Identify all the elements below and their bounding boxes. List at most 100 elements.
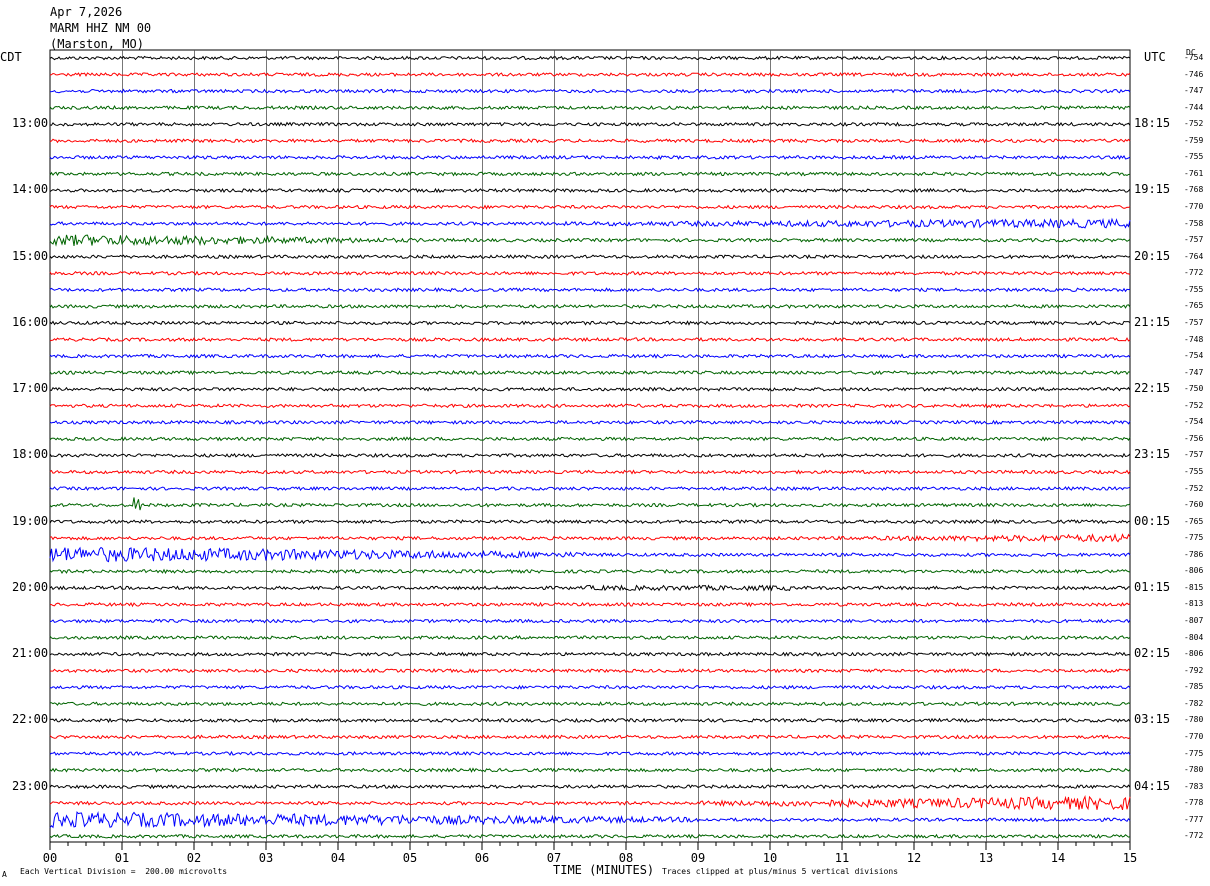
date-label: Apr 7,2026 <box>50 5 123 19</box>
right-time-label: 19:15 <box>1134 182 1171 197</box>
trace-row-20 <box>49 386 1131 392</box>
trace-row-15 <box>49 303 1131 309</box>
trace-row-43 <box>49 767 1131 773</box>
left-time-label: 19:00 <box>12 513 49 528</box>
trace-row-17 <box>49 336 1131 343</box>
trace-row-44 <box>49 783 1131 790</box>
trace-row-31 <box>49 568 1131 575</box>
left-zone-label: CDT <box>0 50 22 64</box>
dc-offset-label: -778 <box>1184 798 1204 808</box>
dc-offset-label: -764 <box>1184 251 1204 261</box>
right-time-label: 02:15 <box>1134 646 1171 661</box>
dc-offset-label: -775 <box>1184 533 1204 543</box>
right-time-label: 20:15 <box>1134 248 1171 263</box>
trace-row-37 <box>49 668 1131 674</box>
x-axis-label: TIME (MINUTES) <box>553 863 655 877</box>
trace-row-33 <box>49 601 1131 608</box>
dc-offset-label: -792 <box>1184 665 1204 675</box>
dc-offset-label: -772 <box>1184 268 1204 278</box>
dc-offset-label: -777 <box>1184 814 1204 824</box>
dc-offset-label: -747 <box>1184 86 1204 96</box>
trace-row-39 <box>49 701 1131 707</box>
trace-row-47 <box>49 833 1131 840</box>
dc-offset-label: -772 <box>1184 831 1204 841</box>
trace-row-18 <box>49 353 1131 359</box>
right-zone-label: UTC <box>1144 50 1166 64</box>
x-tick-label: 15 <box>1123 851 1137 865</box>
trace-row-8 <box>49 187 1131 194</box>
dc-offset-label: -785 <box>1184 682 1204 692</box>
trace-row-30 <box>49 546 1131 563</box>
x-tick-label: 13 <box>979 851 993 865</box>
trace-row-26 <box>49 485 1131 492</box>
dc-offset-label: -806 <box>1184 566 1204 576</box>
trace-row-34 <box>49 618 1131 624</box>
dc-offset-label: -752 <box>1184 483 1204 493</box>
x-tick-label: 11 <box>835 851 849 865</box>
trace-row-10 <box>49 217 1131 229</box>
trace-row-32 <box>49 584 1130 592</box>
left-time-label: 15:00 <box>12 248 49 263</box>
trace-row-28 <box>49 519 1131 525</box>
dc-offset-label: -755 <box>1184 284 1204 294</box>
trace-row-19 <box>49 370 1131 376</box>
trace-row-40 <box>49 717 1131 724</box>
dc-offset-label: -758 <box>1184 218 1204 228</box>
right-time-label: 03:15 <box>1134 712 1171 727</box>
x-tick-label: 06 <box>475 851 489 865</box>
trace-row-22 <box>49 419 1131 425</box>
dc-offset-label: -783 <box>1184 781 1204 791</box>
dc-offset-label: -765 <box>1184 301 1204 311</box>
dc-offset-label: -754 <box>1184 351 1204 361</box>
right-time-label: 00:15 <box>1134 513 1171 528</box>
dc-offset-label: -770 <box>1184 202 1204 212</box>
x-tick-label: 10 <box>763 851 777 865</box>
dc-offset-label: -747 <box>1184 367 1204 377</box>
trace-row-38 <box>49 684 1131 690</box>
x-tick-label: 02 <box>187 851 201 865</box>
dc-offset-label: -770 <box>1184 731 1204 741</box>
x-tick-label: 09 <box>691 851 705 865</box>
x-tick-label: 12 <box>907 851 921 865</box>
scale-note: Each Vertical Division = 200.00 microvol… <box>20 867 228 876</box>
dc-offset-label: -765 <box>1184 516 1204 526</box>
dc-offset-label: -757 <box>1184 317 1204 327</box>
trace-row-7 <box>49 171 1131 177</box>
trace-row-13 <box>49 270 1131 276</box>
dc-offset-label: -748 <box>1184 334 1204 344</box>
right-time-label: 01:15 <box>1134 579 1171 594</box>
dc-offset-label: -755 <box>1184 467 1204 476</box>
trace-row-29 <box>49 533 1131 543</box>
dc-offset-label: -775 <box>1184 748 1204 758</box>
trace-row-12 <box>49 254 1131 260</box>
left-time-label: 17:00 <box>12 381 49 396</box>
dc-offset-label: -752 <box>1184 119 1204 129</box>
trace-row-3 <box>49 105 1131 111</box>
location-label: (Marston, MO) <box>50 37 144 51</box>
dc-offset-label: -757 <box>1184 450 1204 460</box>
dc-offset-label: -780 <box>1184 715 1204 725</box>
dc-offset-label: -756 <box>1184 433 1204 443</box>
dc-offset-label: -807 <box>1184 616 1204 626</box>
x-tick-label: 08 <box>619 851 633 865</box>
trace-row-21 <box>49 403 1131 409</box>
trace-row-23 <box>49 436 1131 442</box>
left-time-label: 21:00 <box>12 646 49 661</box>
dc-offset-label: -780 <box>1184 765 1204 775</box>
dc-offset-label: -815 <box>1184 582 1204 592</box>
trace-row-2 <box>49 88 1131 94</box>
left-time-label: 16:00 <box>12 314 49 329</box>
seismic-traces <box>49 55 1131 840</box>
dc-offset-label: -746 <box>1184 69 1204 79</box>
trace-row-46 <box>49 810 1131 829</box>
trace-row-6 <box>49 154 1131 161</box>
dc-offset-label: -750 <box>1184 384 1204 394</box>
trace-row-5 <box>49 138 1131 144</box>
trace-row-1 <box>49 72 1131 78</box>
trace-row-36 <box>49 651 1131 657</box>
x-tick-label: 01 <box>115 851 129 865</box>
left-time-label: 18:00 <box>12 447 49 462</box>
trace-row-9 <box>49 204 1131 210</box>
trace-row-42 <box>49 750 1131 757</box>
